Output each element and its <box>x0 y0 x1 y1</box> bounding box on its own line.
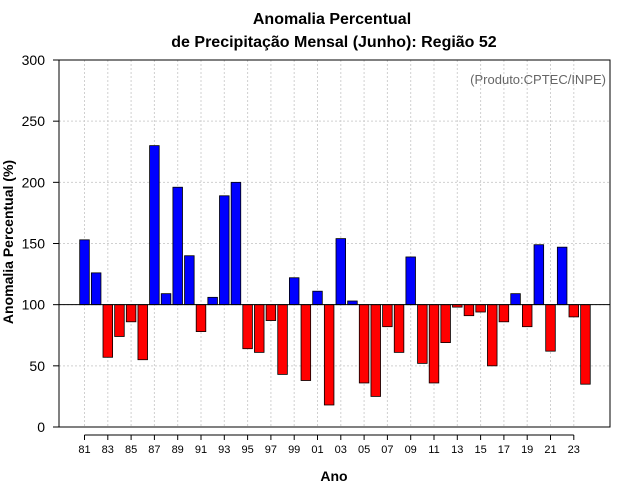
bar-2000 <box>300 304 312 381</box>
bar-1981 <box>79 239 90 306</box>
x-tick-label: 19 <box>521 444 533 456</box>
bar-2019 <box>522 304 533 328</box>
bar-2024 <box>580 304 591 385</box>
x-tick-label: 91 <box>195 444 207 456</box>
bar-1987 <box>149 145 160 306</box>
chart-title-line2: de Precipitação Mensal (Junho): Região 5… <box>171 34 497 51</box>
x-tick-label: 81 <box>78 444 90 456</box>
x-tick-label: 09 <box>405 444 417 456</box>
bar-2023 <box>568 304 580 318</box>
bar-1988 <box>160 293 172 306</box>
y-tick-label: 250 <box>22 113 46 129</box>
bar-2001 <box>312 290 323 306</box>
x-tick-label: 07 <box>381 444 393 456</box>
bar-1985 <box>125 304 137 323</box>
x-tick-label: 03 <box>335 444 347 456</box>
y-tick-label: 300 <box>22 52 46 68</box>
credit-label: (Produto:CPTEC/INPE) <box>470 72 606 87</box>
bar-2010 <box>417 304 428 364</box>
x-tick-label: 93 <box>218 444 230 456</box>
bar-2004 <box>347 300 358 306</box>
bar-1995 <box>242 304 253 350</box>
bar-2022 <box>556 246 568 306</box>
bar-1994 <box>230 181 242 306</box>
y-axis-title: Anomalia Percentual (%) <box>0 160 16 324</box>
bar-1986 <box>137 304 148 361</box>
grid <box>59 60 610 427</box>
y-tick-label: 0 <box>37 419 45 435</box>
y-tick-label: 100 <box>22 297 46 313</box>
x-tick-label: 85 <box>125 444 137 456</box>
x-tick-label: 87 <box>148 444 160 456</box>
bar-2005 <box>358 304 370 384</box>
bar-1993 <box>219 195 230 306</box>
bar-2021 <box>545 304 556 352</box>
x-tick-label: 83 <box>102 444 114 456</box>
bar-2003 <box>335 238 347 306</box>
bar-1990 <box>184 255 195 306</box>
bar-1992 <box>207 296 218 306</box>
bar-1991 <box>195 304 207 332</box>
x-tick-label: 17 <box>498 444 510 456</box>
bar-1999 <box>288 277 300 306</box>
bars <box>79 145 591 406</box>
bar-1982 <box>90 272 102 306</box>
y-tick-label: 200 <box>22 174 46 190</box>
bar-1989 <box>172 186 183 306</box>
bar-2006 <box>370 304 381 397</box>
x-tick-label: 21 <box>544 444 556 456</box>
bar-2016 <box>487 304 498 367</box>
bar-2007 <box>382 304 393 328</box>
y-tick-label: 150 <box>22 236 46 252</box>
x-tick-label: 01 <box>311 444 323 456</box>
x-axis-title: Ano <box>320 468 347 484</box>
x-tick-label: 15 <box>474 444 486 456</box>
x-axis: 81 83 85 87 89 91 93 95 97 99 01 03 05 07 09 11 13 15 17 19… <box>78 434 580 456</box>
bar-1998 <box>277 304 288 375</box>
bar-2012 <box>440 304 451 343</box>
x-tick-label: 95 <box>241 444 253 456</box>
bar-2020 <box>533 244 545 306</box>
bar-1997 <box>265 304 277 321</box>
x-tick-label: 23 <box>568 444 580 456</box>
bar-2008 <box>393 304 405 353</box>
x-tick-label: 13 <box>451 444 463 456</box>
chart-title-line1: Anomalia Percentual <box>253 11 411 28</box>
x-tick-label: 11 <box>428 444 439 456</box>
bar-2011 <box>428 304 440 384</box>
bar-2018 <box>510 293 521 306</box>
y-tick-label: 50 <box>29 358 45 374</box>
x-tick-label: 89 <box>172 444 184 456</box>
bar-1984 <box>114 304 125 337</box>
bar-1996 <box>254 304 265 353</box>
bar-1983 <box>102 304 114 358</box>
bar-2015 <box>475 304 486 313</box>
x-tick-label: 99 <box>288 444 300 456</box>
x-tick-label: 05 <box>358 444 370 456</box>
bar-2017 <box>498 304 510 323</box>
x-tick-label: 97 <box>265 444 277 456</box>
bar-2002 <box>323 304 335 406</box>
bar-2009 <box>405 256 416 306</box>
bar-2014 <box>463 304 475 317</box>
y-axis: 0 50 100 150 200 250 300 <box>22 52 59 435</box>
